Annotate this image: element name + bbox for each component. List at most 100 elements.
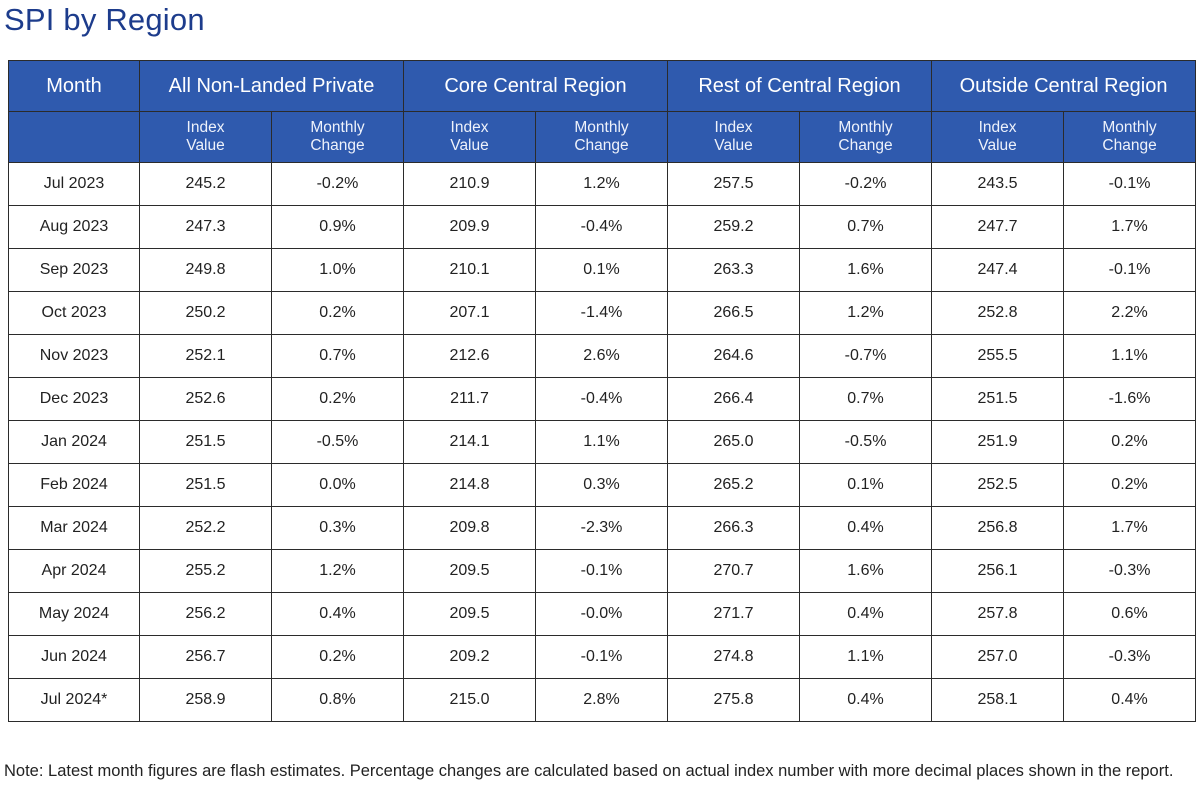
index-value-cell: 214.1 (403, 420, 536, 464)
index-value-cell: 274.8 (667, 635, 801, 679)
monthly-change-cell: 0.2% (271, 635, 404, 679)
monthly-change-cell: 0.2% (1063, 420, 1197, 464)
monthly-change-cell: -0.1% (534, 549, 669, 593)
index-value-cell: 251.5 (931, 377, 1065, 421)
index-value-cell: 256.8 (931, 506, 1065, 550)
index-value-cell: 266.3 (667, 506, 801, 550)
index-value-cell: 209.5 (403, 592, 536, 636)
month-cell: Mar 2024 (8, 506, 140, 550)
monthly-change-cell: 0.4% (799, 592, 933, 636)
index-value-cell: 270.7 (667, 549, 801, 593)
header-row-regions: Month All Non-Landed Private Core Centra… (8, 60, 1197, 112)
index-value-cell: 256.2 (139, 592, 272, 636)
monthly-change-cell: 0.2% (271, 291, 404, 335)
index-value-cell: 256.1 (931, 549, 1065, 593)
monthly-change-cell: 1.6% (799, 549, 933, 593)
month-cell: Jun 2024 (8, 635, 140, 679)
table-row: Jan 2024 251.5 -0.5% 214.1 1.1% 265.0 -0.5% 251… (8, 420, 1197, 464)
monthly-change-cell: -0.1% (1063, 162, 1197, 206)
column-header-month: Month (8, 60, 140, 112)
index-value-cell: 210.1 (403, 248, 536, 292)
month-cell: Dec 2023 (8, 377, 140, 421)
index-value-cell: 252.6 (139, 377, 272, 421)
index-value-cell: 266.5 (667, 291, 801, 335)
index-value-cell: 207.1 (403, 291, 536, 335)
month-cell: Feb 2024 (8, 463, 140, 507)
column-header-monthly-change: Monthly Change (799, 111, 933, 163)
table-row: Mar 2024 252.2 0.3% 209.8 -2.3% 266.3 0.4% 256.… (8, 506, 1197, 550)
monthly-change-cell: 0.3% (271, 506, 404, 550)
monthly-change-cell: 2.8% (534, 678, 669, 722)
table-row: Jun 2024 256.7 0.2% 209.2 -0.1% 274.8 1.1% 257.… (8, 635, 1197, 679)
header-row-measures: Index Value Monthly Change Index Value Mont… (8, 111, 1197, 163)
index-value-cell: 247.7 (931, 205, 1065, 249)
column-header-monthly-change: Monthly Change (534, 111, 669, 163)
month-cell: Nov 2023 (8, 334, 140, 378)
index-value-cell: 259.2 (667, 205, 801, 249)
index-value-cell: 258.1 (931, 678, 1065, 722)
monthly-change-cell: 1.1% (1063, 334, 1197, 378)
table-body: Jul 2023 245.2 -0.2% 210.9 1.2% 257.5 -0.2% 243… (8, 162, 1197, 722)
monthly-change-cell: 1.2% (271, 549, 404, 593)
monthly-change-cell: 0.0% (271, 463, 404, 507)
index-value-cell: 209.8 (403, 506, 536, 550)
column-header-index-value: Index Value (139, 111, 272, 163)
index-value-cell: 256.7 (139, 635, 272, 679)
monthly-change-cell: 0.2% (271, 377, 404, 421)
monthly-change-cell: -0.7% (799, 334, 933, 378)
index-value-cell: 255.2 (139, 549, 272, 593)
table-row: May 2024 256.2 0.4% 209.5 -0.0% 271.7 0.4% 257.… (8, 592, 1197, 636)
index-value-cell: 214.8 (403, 463, 536, 507)
column-header-region: Core Central Region (402, 60, 669, 112)
index-value-cell: 251.9 (931, 420, 1065, 464)
column-header-blank (8, 111, 140, 163)
monthly-change-cell: -0.2% (271, 162, 404, 206)
index-value-cell: 250.2 (139, 291, 272, 335)
table-row: Dec 2023 252.6 0.2% 211.7 -0.4% 266.4 0.7% 251.… (8, 377, 1197, 421)
monthly-change-cell: 1.7% (1063, 506, 1197, 550)
index-value-cell: 210.9 (403, 162, 536, 206)
monthly-change-cell: 2.2% (1063, 291, 1197, 335)
monthly-change-cell: 0.4% (1063, 678, 1197, 722)
index-value-cell: 264.6 (667, 334, 801, 378)
monthly-change-cell: 1.1% (799, 635, 933, 679)
monthly-change-cell: 0.3% (534, 463, 669, 507)
monthly-change-cell: 0.2% (1063, 463, 1197, 507)
monthly-change-cell: 0.7% (271, 334, 404, 378)
index-value-cell: 249.8 (139, 248, 272, 292)
column-header-monthly-change: Monthly Change (1063, 111, 1197, 163)
index-value-cell: 258.9 (139, 678, 272, 722)
index-value-cell: 212.6 (403, 334, 536, 378)
index-value-cell: 209.5 (403, 549, 536, 593)
table-row: Nov 2023 252.1 0.7% 212.6 2.6% 264.6 -0.7% 255.… (8, 334, 1197, 378)
index-value-cell: 252.2 (139, 506, 272, 550)
index-value-cell: 252.8 (931, 291, 1065, 335)
index-value-cell: 251.5 (139, 420, 272, 464)
monthly-change-cell: 1.0% (271, 248, 404, 292)
monthly-change-cell: 0.1% (534, 248, 669, 292)
monthly-change-cell: 0.7% (799, 205, 933, 249)
monthly-change-cell: -0.2% (799, 162, 933, 206)
index-value-cell: 251.5 (139, 463, 272, 507)
monthly-change-cell: -0.5% (799, 420, 933, 464)
column-header-region: All Non-Landed Private (139, 60, 404, 112)
column-header-region: Rest of Central Region (667, 60, 933, 112)
monthly-change-cell: 1.2% (799, 291, 933, 335)
index-value-cell: 211.7 (403, 377, 536, 421)
column-header-region: Outside Central Region (931, 60, 1197, 112)
index-value-cell: 263.3 (667, 248, 801, 292)
column-header-index-value: Index Value (931, 111, 1065, 163)
table-row: Oct 2023 250.2 0.2% 207.1 -1.4% 266.5 1.2% 252.… (8, 291, 1197, 335)
monthly-change-cell: 1.6% (799, 248, 933, 292)
monthly-change-cell: 0.4% (271, 592, 404, 636)
table-row: Apr 2024 255.2 1.2% 209.5 -0.1% 270.7 1.6% 256.… (8, 549, 1197, 593)
index-value-cell: 257.0 (931, 635, 1065, 679)
month-cell: Aug 2023 (8, 205, 140, 249)
table-row: Jul 2023 245.2 -0.2% 210.9 1.2% 257.5 -0.2% 243… (8, 162, 1197, 206)
index-value-cell: 209.2 (403, 635, 536, 679)
page-title: SPI by Region (4, 2, 205, 37)
monthly-change-cell: -1.4% (534, 291, 669, 335)
index-value-cell: 252.5 (931, 463, 1065, 507)
table-row: Sep 2023 249.8 1.0% 210.1 0.1% 263.3 1.6% 247.4… (8, 248, 1197, 292)
monthly-change-cell: -0.3% (1063, 635, 1197, 679)
